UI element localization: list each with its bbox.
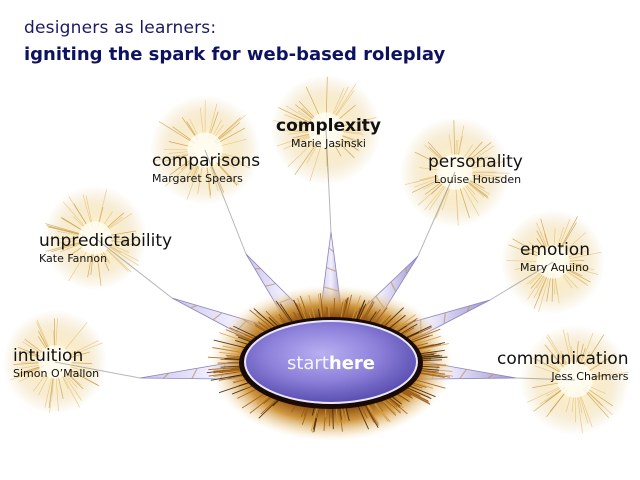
topic-label: unpredictability — [39, 231, 173, 251]
node-unpredictability[interactable]: unpredictability Kate Fannon — [39, 231, 173, 265]
person-name: Louise Housden — [434, 173, 522, 186]
node-emotion[interactable]: emotion Mary Aquino — [520, 240, 590, 274]
person-name: Margaret Spears — [152, 172, 243, 185]
here-label: here — [328, 352, 376, 374]
start-here-button[interactable]: start here — [246, 324, 416, 402]
topic-label: personality — [428, 152, 523, 172]
person-name: Simon O’Mallon — [13, 367, 100, 380]
node-personality[interactable]: personality Louise Housden — [428, 152, 523, 186]
connector-line — [325, 129, 332, 233]
topic-label: communication — [497, 349, 629, 369]
node-complexity[interactable]: complexity Marie Jasinski — [276, 116, 381, 150]
connector-line — [489, 261, 554, 301]
page-title: igniting the spark for web-based rolepla… — [24, 44, 446, 65]
connector-line — [417, 171, 456, 257]
node-comparisons[interactable]: comparisons Margaret Spears — [152, 151, 261, 185]
connector-line — [54, 361, 141, 379]
hub-lens — [244, 320, 418, 404]
topic-label: comparisons — [152, 151, 261, 171]
connector-line — [204, 149, 247, 255]
node-communication[interactable]: communication Jess Chalmers — [497, 349, 629, 383]
page-subtitle: designers as learners: — [24, 18, 217, 38]
topic-label: emotion — [520, 240, 590, 260]
topic-label: intuition — [13, 346, 84, 366]
person-name: Mary Aquino — [520, 261, 589, 274]
connector-line — [515, 377, 576, 381]
start-label: start — [286, 352, 329, 374]
person-name: Jess Chalmers — [551, 370, 629, 383]
person-name: Kate Fannon — [39, 252, 108, 265]
topic-label: complexity — [276, 116, 381, 136]
connector-line — [94, 237, 173, 299]
node-intuition[interactable]: intuition Simon O’Mallon — [13, 346, 100, 380]
person-name: Marie Jasinski — [291, 137, 366, 150]
